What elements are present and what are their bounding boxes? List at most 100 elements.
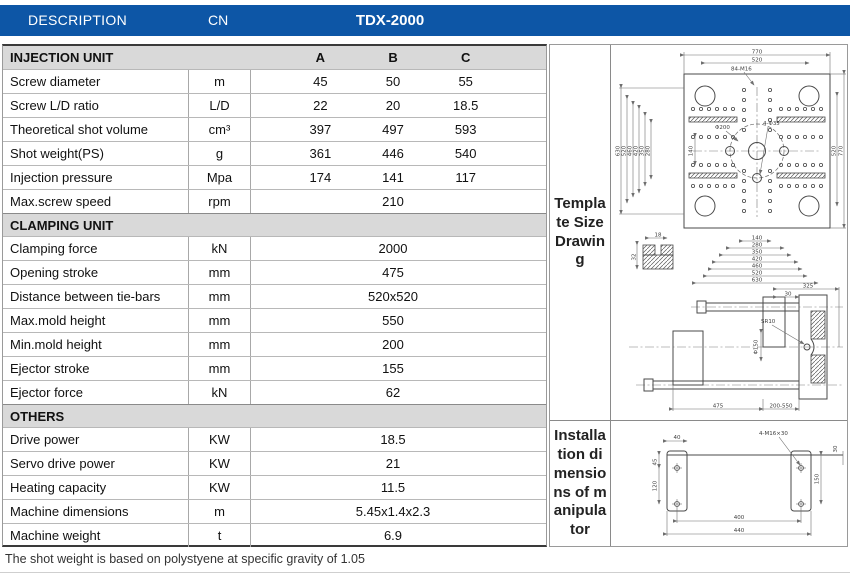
template-drawing-section: Template Size Drawing <box>550 45 847 421</box>
row-values: 62 <box>251 381 546 404</box>
row-label: Theoretical shot volume <box>10 122 149 137</box>
title-bar: DESCRIPTION CN TDX-2000 <box>0 5 850 36</box>
row-value: 21 <box>385 456 401 471</box>
dim-manip-30: 30 <box>833 445 839 452</box>
column-header-c: C <box>460 50 471 65</box>
row-unit: mm <box>188 357 251 380</box>
model-title: TDX-2000 <box>355 12 425 29</box>
t-slot-detail: 18 32 <box>632 233 674 270</box>
row-unit: L/D <box>188 94 251 117</box>
dim-770-top: 770 <box>752 50 763 56</box>
spec-table: INJECTION UNIT A B C Screw diameter m 45 50 55 Sc… <box>2 44 547 547</box>
note-phi200: Φ200 <box>715 125 730 131</box>
table-row: Ejector stroke mm 155 <box>3 356 546 380</box>
row-label: Min.mold height <box>10 337 102 352</box>
row-value: 6.9 <box>383 528 403 543</box>
row-value: 593 <box>454 122 477 137</box>
dim-side-325: 325 <box>803 284 814 290</box>
template-drawing-label: Template Size Drawing <box>550 45 611 420</box>
row-value: 155 <box>382 361 404 376</box>
row-unit: Mpa <box>188 166 251 189</box>
column-header-a: A <box>315 50 326 65</box>
dim-520-top: 520 <box>752 58 763 64</box>
dim-side-475: 475 <box>713 404 724 410</box>
row-values: 155 <box>251 357 546 380</box>
manipulator-drawing-label: Installation dimensions of manipulator <box>550 421 611 546</box>
note-84-m16: 84-M16 <box>731 67 752 73</box>
table-row: Theoretical shot volume cm³ 397 497 593 <box>3 117 546 141</box>
section-columns <box>251 405 546 427</box>
table-row: Drive power KW 18.5 <box>3 427 546 451</box>
row-value: 62 <box>385 385 401 400</box>
dim-manip-400: 400 <box>734 515 745 521</box>
table-row: Servo drive power KW 21 <box>3 451 546 475</box>
row-value: 5.45x1.4x2.3 <box>355 504 431 519</box>
dim-manip-150: 150 <box>815 473 821 484</box>
row-value: 2000 <box>378 241 408 256</box>
row-values: 397 497 593 <box>251 118 546 141</box>
row-value: 210 <box>382 194 404 209</box>
section-header-clamping-unit: CLAMPING UNIT <box>3 213 546 236</box>
table-row: Ejector force kN 62 <box>3 380 546 404</box>
row-label: Max.mold height <box>10 313 106 328</box>
section-columns: A B C <box>251 46 546 69</box>
column-header-b: B <box>388 50 398 65</box>
note-phi150: Φ150 <box>754 339 760 354</box>
dim-slot-18: 18 <box>655 233 662 239</box>
row-label: Ejector force <box>10 385 83 400</box>
row-values: 5.45x1.4x2.3 <box>251 500 546 523</box>
drawings-panel: Template Size Drawing <box>549 44 848 547</box>
row-value: 397 <box>309 122 332 137</box>
table-row: Opening stroke mm 475 <box>3 260 546 284</box>
row-values: 21 <box>251 452 546 475</box>
row-values: 2000 <box>251 237 546 260</box>
row-value: 520x520 <box>368 289 418 304</box>
section-title: OTHERS <box>10 408 65 424</box>
row-unit: mm <box>188 333 251 356</box>
table-row: Max.mold height mm 550 <box>3 308 546 332</box>
row-unit: m <box>188 500 251 523</box>
row-unit: cm³ <box>188 118 251 141</box>
section-header-others: OTHERS <box>3 404 546 427</box>
row-values: 18.5 <box>251 428 546 451</box>
table-row: Injection pressure Mpa 174 141 117 <box>3 165 546 189</box>
section-title: CLAMPING UNIT <box>10 217 114 233</box>
dim-manip-120: 120 <box>653 480 659 491</box>
dim-bottom-630: 630 <box>752 278 763 284</box>
row-values: 6.9 <box>251 524 546 547</box>
row-value: 55 <box>458 74 473 89</box>
dim-bottom-420: 420 <box>752 257 763 263</box>
dim-right-520: 520 <box>832 145 838 156</box>
note-4-phi35: 4-Φ35 <box>763 121 780 127</box>
dim-side-200-550: 200-550 <box>770 404 793 410</box>
row-values: 200 <box>251 333 546 356</box>
dim-slot-32: 32 <box>632 254 638 261</box>
row-value: 18.5 <box>380 432 406 447</box>
row-values: 475 <box>251 261 546 284</box>
row-values: 174 141 117 <box>251 166 546 189</box>
row-value: 117 <box>455 170 477 185</box>
row-value: 200 <box>382 337 404 352</box>
row-values: 45 50 55 <box>251 70 546 93</box>
description-header: DESCRIPTION <box>28 12 127 28</box>
section-columns <box>251 214 546 236</box>
dim-left-630: 630 <box>616 145 622 156</box>
row-label: Opening stroke <box>10 265 99 280</box>
row-value: 45 <box>313 74 328 89</box>
row-values: 210 <box>251 190 546 213</box>
dim-side-30: 30 <box>785 292 792 298</box>
row-value: 141 <box>382 170 404 185</box>
manipulator-installation-drawing: 40 45 120 150 30 400 440 4-M16×30 <box>653 431 844 536</box>
template-drawing-area: 770 520 84-M16 Φ200 4-Φ35 140 <box>611 45 847 420</box>
row-value: 11.5 <box>380 480 406 495</box>
row-label: Screw L/D ratio <box>10 98 99 113</box>
row-unit: kN <box>188 381 251 404</box>
row-label: Heating capacity <box>10 480 107 495</box>
cn-header: CN <box>208 12 229 28</box>
table-row: Max.screw speed rpm 210 <box>3 189 546 213</box>
row-unit: rpm <box>188 190 251 213</box>
dim-manip-440: 440 <box>734 528 745 534</box>
dim-bottom-350: 350 <box>752 250 763 256</box>
row-label: Screw diameter <box>10 74 101 89</box>
